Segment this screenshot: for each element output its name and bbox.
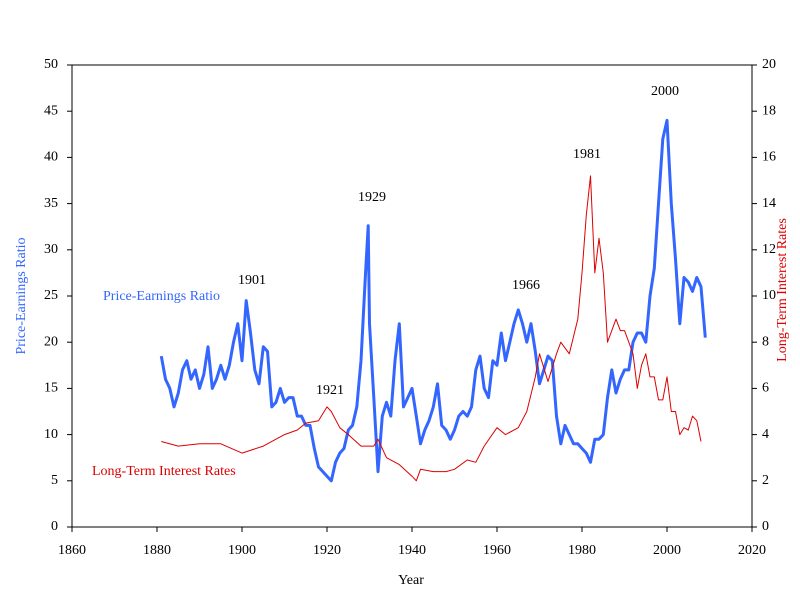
x-tick-label: 1960 xyxy=(483,543,511,558)
y2-tick-label: 0 xyxy=(762,519,769,534)
series-line xyxy=(159,118,707,483)
y-tick-label: 40 xyxy=(44,150,58,165)
y-tick-label: 5 xyxy=(51,473,58,488)
x-tick-label: 1920 xyxy=(313,543,341,558)
series-label: Long-Term Interest Rates xyxy=(92,464,236,479)
y2-tick-label: 8 xyxy=(762,334,769,349)
y2-tick-label: 2 xyxy=(762,473,769,488)
y-tick-label: 30 xyxy=(44,242,58,257)
series-label: Price-Earnings Ratio xyxy=(103,289,220,304)
x-tick-label: 1940 xyxy=(398,543,426,558)
x-tick-label: 1900 xyxy=(228,543,256,558)
annotation: 2000 xyxy=(651,84,679,99)
x-tick-label: 1880 xyxy=(143,543,171,558)
y-tick-label: 35 xyxy=(44,196,58,211)
x-tick-label: 1980 xyxy=(568,543,596,558)
y2-tick-label: 16 xyxy=(762,150,776,165)
y2-tick-label: 20 xyxy=(762,57,776,72)
x-axis-title: Year xyxy=(398,573,424,588)
y-tick-label: 25 xyxy=(44,288,58,303)
y2-axis-title: Long-Term Interest Rates xyxy=(775,218,790,362)
annotation: 1981 xyxy=(573,147,601,162)
x-tick-label: 2000 xyxy=(653,543,681,558)
y2-tick-label: 4 xyxy=(762,427,769,442)
y2-tick-label: 12 xyxy=(762,242,776,257)
x-tick-label: 1860 xyxy=(58,543,86,558)
y2-tick-label: 18 xyxy=(762,103,776,118)
y2-tick-label: 6 xyxy=(762,381,769,396)
y-tick-label: 20 xyxy=(44,334,58,349)
y-tick-label: 10 xyxy=(44,427,58,442)
y2-tick-label: 14 xyxy=(762,196,776,211)
annotation: 1966 xyxy=(512,278,540,293)
y-tick-label: 45 xyxy=(44,103,58,118)
annotation: 1921 xyxy=(316,383,344,398)
series-line xyxy=(161,175,702,482)
annotation: 1901 xyxy=(238,273,266,288)
y-tick-label: 0 xyxy=(51,519,58,534)
annotation: 1929 xyxy=(358,190,386,205)
x-tick-label: 2020 xyxy=(738,543,766,558)
y2-tick-label: 10 xyxy=(762,288,776,303)
y-axis-title: Price-Earnings Ratio xyxy=(14,237,29,354)
y-tick-label: 15 xyxy=(44,381,58,396)
y-tick-label: 50 xyxy=(44,57,58,72)
